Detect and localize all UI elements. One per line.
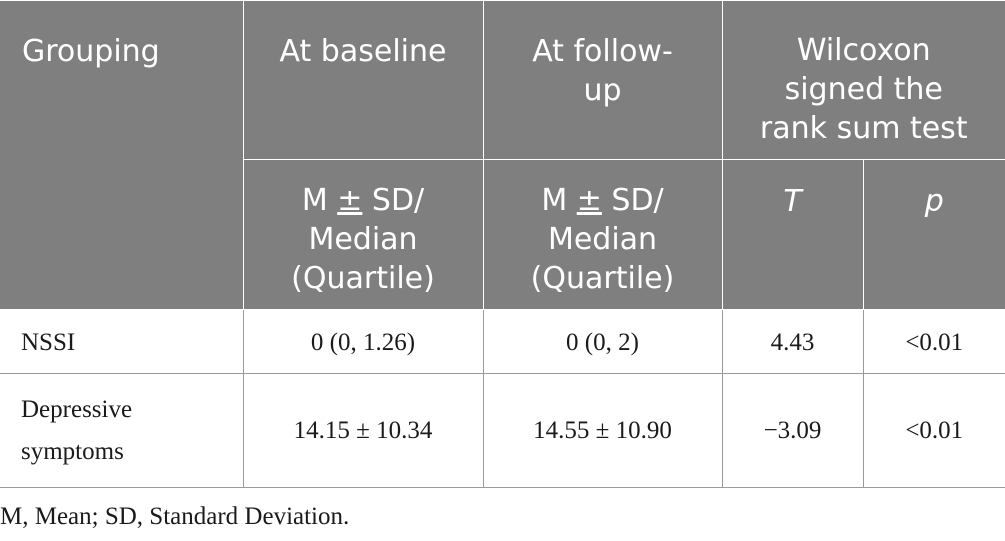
- table-header: Grouping At baseline At follow- up Wilco…: [0, 0, 1005, 310]
- t-value: 4.43: [721, 309, 864, 374]
- row-label-line1: NSSI: [21, 328, 76, 356]
- followup-header: At follow- up: [482, 0, 723, 160]
- followup-sub-quartile: (Quartile): [530, 261, 675, 296]
- baseline-subheader: M ± SD/ Median (Quartile): [242, 159, 484, 310]
- baseline-sub-sd: SD/: [362, 183, 425, 218]
- followup-header-line2: up: [583, 73, 622, 108]
- wilcoxon-header-line1: Wilcoxon: [796, 33, 931, 68]
- followup-sub-pm: ±: [576, 183, 602, 218]
- grouping-header: Grouping: [0, 0, 244, 310]
- baseline-header-label: At baseline: [279, 34, 447, 69]
- t-value: −3.09: [721, 373, 864, 488]
- row-label-line2: symptoms: [21, 437, 124, 465]
- row-label-line1: Depressive: [21, 395, 133, 423]
- t-header-label: T: [783, 184, 802, 219]
- row-label: NSSI: [0, 309, 244, 374]
- t-header: T: [721, 159, 864, 310]
- baseline-sub-pm: ±: [337, 183, 363, 218]
- header-row-1: Grouping At baseline At follow- up Wilco…: [0, 0, 1005, 310]
- followup-subheader: M ± SD/ Median (Quartile): [482, 159, 723, 310]
- table-row: NSSI 0 (0, 1.26) 0 (0, 2) 4.43 <0.01: [0, 309, 1005, 374]
- followup-header-line1: At follow-: [532, 34, 673, 69]
- wilcoxon-header-line3: rank sum test: [759, 111, 968, 146]
- results-table: Grouping At baseline At follow- up Wilco…: [0, 0, 1005, 488]
- header-row-2: M ± SD/ Median (Quartile) M ± SD/ Median…: [0, 159, 1005, 310]
- baseline-sub-median: Median: [308, 222, 418, 257]
- table-footnote: M, Mean; SD, Standard Deviation.: [0, 503, 350, 530]
- grouping-header-label: Grouping: [22, 34, 160, 69]
- baseline-sub-quartile: (Quartile): [291, 261, 435, 296]
- p-header: p: [862, 159, 1005, 310]
- followup-sub-sd: SD/: [601, 183, 664, 218]
- row-label: Depressive symptoms: [0, 373, 244, 488]
- table-body: NSSI 0 (0, 1.26) 0 (0, 2) 4.43 <0.01 Dep…: [0, 309, 1005, 488]
- wilcoxon-header-line2: signed the: [784, 72, 943, 107]
- p-header-label: p: [924, 184, 944, 219]
- baseline-value: 14.15 ± 10.34: [242, 373, 484, 488]
- baseline-value: 0 (0, 1.26): [242, 309, 484, 374]
- followup-value: 0 (0, 2): [482, 309, 723, 374]
- wilcoxon-header: Wilcoxon signed the rank sum test: [721, 0, 1005, 160]
- p-value: <0.01: [862, 309, 1005, 374]
- followup-sub-m: M: [541, 183, 577, 218]
- followup-sub-median: Median: [547, 222, 658, 257]
- baseline-header: At baseline: [242, 0, 484, 160]
- baseline-sub-m: M: [301, 183, 338, 218]
- followup-value: 14.55 ± 10.90: [482, 373, 723, 488]
- table-row: Depressive symptoms 14.15 ± 10.34 14.55 …: [0, 373, 1005, 488]
- p-value: <0.01: [862, 373, 1005, 488]
